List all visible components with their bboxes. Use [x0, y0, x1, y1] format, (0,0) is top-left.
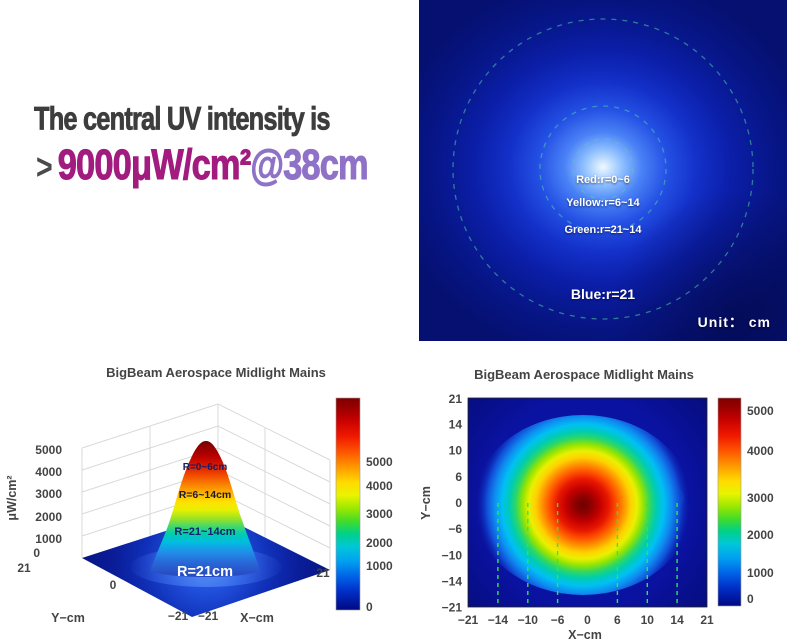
- heatmap-chart: BigBeam Aerospace Midlight Mains 21 14 1…: [419, 367, 774, 642]
- surface-title: BigBeam Aerospace Midlight Mains: [106, 365, 326, 380]
- y-tick-0: 0: [110, 578, 117, 592]
- surface-zlabel: μW/cm²: [5, 475, 19, 520]
- hm-x-10: 10: [641, 613, 655, 627]
- hm-x-m14: −14: [488, 613, 509, 627]
- hm-x-14: 14: [670, 613, 684, 627]
- surface-bell: [150, 441, 260, 577]
- hm-x-m21: −21: [458, 613, 479, 627]
- hm-x-6: 6: [614, 613, 621, 627]
- ring-middle: [539, 105, 667, 233]
- hm-cb-0: 0: [747, 592, 754, 606]
- headline-line1: The central UV intensity is: [34, 100, 331, 138]
- bell-label-r21-14: R=21~14cm: [174, 526, 235, 538]
- y-tick-m21: −21: [168, 609, 189, 623]
- beam-intensity-panel: Red:r=0~6 Yellow:r=6~14 Green:r=21~14 Bl…: [419, 0, 787, 341]
- cb-tick-0: 0: [366, 600, 373, 614]
- hm-cb-5000: 5000: [747, 404, 774, 418]
- hm-y-21: 21: [449, 392, 463, 406]
- surface-xlabel: X−cm: [240, 611, 274, 625]
- bell-label-r0-6: R=0~6cm: [183, 462, 228, 473]
- hm-y-m14: −14: [442, 574, 463, 588]
- z-tick-5000: 5000: [35, 443, 62, 457]
- hm-x-m6: −6: [551, 613, 565, 627]
- z-tick-4000: 4000: [35, 465, 62, 479]
- cb-tick-4000: 4000: [366, 479, 393, 493]
- z-tick-1000: 1000: [35, 532, 62, 546]
- x-tick-21: 21: [316, 566, 330, 580]
- x-tick-m21: −21: [198, 609, 219, 623]
- headline-block: The central UV intensity is >9000μW/cm²@…: [34, 100, 414, 189]
- cb-tick-2000: 2000: [366, 536, 393, 550]
- hm-y-m10: −10: [442, 548, 463, 562]
- beam-rings: [452, 18, 754, 320]
- bell-label-r21: R=21cm: [177, 564, 233, 580]
- headline-line2: >9000μW/cm²@38cm: [36, 139, 369, 189]
- heatmap-title: BigBeam Aerospace Midlight Mains: [474, 367, 694, 382]
- heatmap-colorbar: [717, 397, 742, 607]
- cb-tick-5000: 5000: [366, 455, 393, 469]
- cb-tick-1000: 1000: [366, 559, 393, 573]
- z-tick-3000: 3000: [35, 487, 62, 501]
- blue-zone-label: Blue:r=21: [570, 286, 636, 302]
- surface-colorbar: [335, 397, 361, 611]
- hm-cb-3000: 3000: [747, 491, 774, 505]
- heatmap-ylabel: Y−cm: [419, 486, 433, 520]
- cb-tick-3000: 3000: [366, 507, 393, 521]
- bell-label-r6-14: R=6~14cm: [179, 489, 232, 501]
- hm-y-0: 0: [455, 496, 462, 510]
- ring-outer: [452, 18, 754, 320]
- heatmap-plot: [467, 397, 708, 608]
- y-tick-21: 21: [17, 561, 31, 575]
- hm-x-21: 21: [700, 613, 714, 627]
- hm-y-6: 6: [455, 470, 462, 484]
- heatmap-xlabel: X−cm: [568, 628, 602, 642]
- hm-cb-1000: 1000: [747, 566, 774, 580]
- dashed-guides: [497, 503, 678, 607]
- headline-suffix: @38cm: [250, 139, 369, 189]
- ring-inner: [572, 138, 634, 200]
- hm-x-m10: −10: [518, 613, 539, 627]
- surface-ylabel: Y−cm: [51, 611, 85, 625]
- hm-cb-2000: 2000: [747, 528, 774, 542]
- hm-y-10: 10: [449, 444, 463, 458]
- z-tick-2000: 2000: [35, 510, 62, 524]
- hm-x-0: 0: [584, 613, 591, 627]
- yellow-zone-label: Yellow:r=6~14: [566, 197, 640, 209]
- greater-than-symbol: >: [36, 147, 53, 188]
- hm-y-m6: −6: [448, 522, 462, 536]
- surface-chart: BigBeam Aerospace Midlight Mains R=0~6cm…: [5, 365, 393, 625]
- red-zone-label: Red:r=0~6: [576, 174, 630, 186]
- headline-value: 9000μW/cm²: [57, 139, 251, 189]
- hm-y-14: 14: [449, 418, 463, 432]
- hm-cb-4000: 4000: [747, 444, 774, 458]
- unit-label: Unit： cm: [697, 314, 771, 330]
- green-zone-label: Green:r=21~14: [564, 224, 642, 236]
- z-tick-0: 0: [33, 546, 40, 560]
- hm-y-m21: −21: [442, 601, 463, 615]
